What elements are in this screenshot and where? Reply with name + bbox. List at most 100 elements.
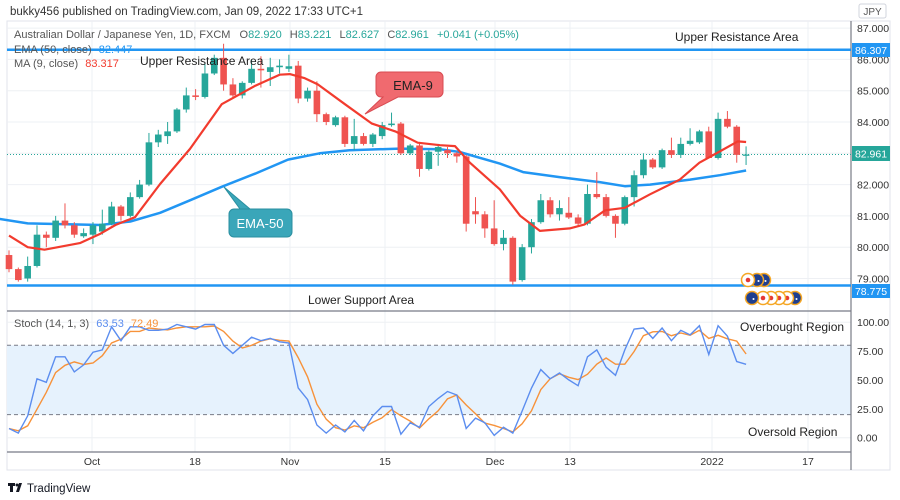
candle[interactable] xyxy=(99,209,106,235)
candle[interactable] xyxy=(201,62,209,99)
candle[interactable] xyxy=(80,228,87,238)
candle[interactable] xyxy=(397,122,405,155)
candle[interactable] xyxy=(304,87,311,102)
candle[interactable] xyxy=(742,146,750,165)
low-label: L xyxy=(339,29,345,41)
candle[interactable] xyxy=(472,197,479,224)
candle[interactable] xyxy=(425,150,433,171)
price-axis[interactable]: 87.000 86.000 85.000 84.000 82.000 81.000 80.0… xyxy=(857,23,889,285)
candle[interactable] xyxy=(52,215,59,241)
candle[interactable] xyxy=(89,222,97,245)
candle[interactable] xyxy=(24,256,31,282)
candle[interactable] xyxy=(500,229,507,251)
candle[interactable] xyxy=(444,147,451,158)
candle[interactable] xyxy=(341,115,349,148)
time-axis-label: 2022 xyxy=(700,456,724,468)
candle[interactable] xyxy=(173,107,181,133)
candle[interactable] xyxy=(322,112,330,126)
candle[interactable] xyxy=(462,154,470,232)
candle[interactable] xyxy=(509,236,517,285)
candle[interactable] xyxy=(332,115,339,127)
candle[interactable] xyxy=(182,87,190,113)
australia-flag-icon[interactable] xyxy=(744,290,760,306)
candle[interactable] xyxy=(126,192,134,218)
candle[interactable] xyxy=(612,214,619,238)
ema-legend-value: 82.447 xyxy=(99,44,133,56)
candle[interactable] xyxy=(108,201,115,226)
candle[interactable] xyxy=(584,184,591,226)
candle[interactable] xyxy=(518,244,526,282)
ema-legend[interactable]: EMA (50, close) 82.447 xyxy=(14,44,132,56)
candle[interactable] xyxy=(649,157,657,169)
candle[interactable] xyxy=(285,54,293,72)
japan-flag-icon[interactable] xyxy=(740,272,756,288)
candle[interactable] xyxy=(294,60,302,104)
ema50-callout[interactable]: EMA-50 xyxy=(223,186,293,238)
candle[interactable] xyxy=(537,193,545,224)
candle[interactable] xyxy=(640,153,647,179)
candle[interactable] xyxy=(388,112,395,127)
candle-body xyxy=(369,134,377,144)
candle[interactable] xyxy=(369,132,377,148)
candle-body xyxy=(229,84,237,96)
symbol-legend: Australian Dollar / Japanese Yen, 1D, FX… xyxy=(14,29,519,330)
candle[interactable] xyxy=(453,151,461,163)
candle[interactable] xyxy=(220,43,227,91)
ma-legend[interactable]: MA (9, close) 83.317 xyxy=(14,58,119,70)
candle[interactable] xyxy=(238,81,246,99)
candle[interactable] xyxy=(668,137,675,158)
candle[interactable] xyxy=(686,128,694,146)
candle[interactable] xyxy=(360,132,367,146)
candle[interactable] xyxy=(556,200,563,221)
candle[interactable] xyxy=(406,143,414,155)
candle[interactable] xyxy=(276,59,283,74)
candle[interactable] xyxy=(117,204,125,221)
candle[interactable] xyxy=(416,143,423,177)
candle[interactable] xyxy=(164,122,171,144)
candle[interactable] xyxy=(210,54,218,76)
candle[interactable] xyxy=(43,231,50,248)
candle[interactable] xyxy=(621,195,629,226)
candle[interactable] xyxy=(192,89,199,101)
tradingview-logo-icon xyxy=(8,483,22,492)
candle[interactable] xyxy=(378,122,386,140)
candle[interactable] xyxy=(658,148,666,169)
candle[interactable] xyxy=(677,137,685,158)
stoch-legend[interactable]: Stoch (14, 1, 3) 63.53 72.49 xyxy=(14,318,158,330)
candle[interactable] xyxy=(5,250,13,273)
candle[interactable] xyxy=(481,211,489,238)
candle[interactable] xyxy=(33,225,41,268)
tradingview-logo[interactable]: TradingView xyxy=(8,483,91,495)
candle[interactable] xyxy=(546,197,554,218)
candle[interactable] xyxy=(136,179,143,199)
candle[interactable] xyxy=(602,193,610,218)
candle[interactable] xyxy=(71,222,78,238)
candle[interactable] xyxy=(724,111,731,129)
time-axis[interactable]: Oct 18 Nov 15 Dec 13 2022 17 xyxy=(84,456,814,468)
candle[interactable] xyxy=(266,57,274,87)
candle[interactable] xyxy=(593,172,601,199)
candle[interactable] xyxy=(705,126,713,158)
candle[interactable] xyxy=(154,129,162,148)
candle[interactable] xyxy=(696,129,703,144)
stoch-axis[interactable]: 100.00 75.00 50.00 25.00 0.00 xyxy=(857,317,889,445)
candle[interactable] xyxy=(248,59,255,85)
ema9-callout[interactable]: EMA-9 xyxy=(364,71,444,115)
candle[interactable] xyxy=(313,81,321,122)
candle[interactable] xyxy=(15,267,22,282)
candle[interactable] xyxy=(434,143,442,166)
candle[interactable] xyxy=(145,132,153,187)
candles[interactable] xyxy=(5,43,750,285)
candle[interactable] xyxy=(630,170,638,207)
candle[interactable] xyxy=(490,200,498,246)
candle[interactable] xyxy=(61,203,69,229)
candle-body xyxy=(15,269,22,281)
economic-events[interactable] xyxy=(740,272,803,306)
candle-body xyxy=(584,193,591,224)
candle[interactable] xyxy=(229,78,237,97)
candle[interactable] xyxy=(350,118,358,151)
candle[interactable] xyxy=(574,214,582,227)
candle[interactable] xyxy=(565,197,573,220)
oversold-label: Oversold Region xyxy=(748,425,837,439)
